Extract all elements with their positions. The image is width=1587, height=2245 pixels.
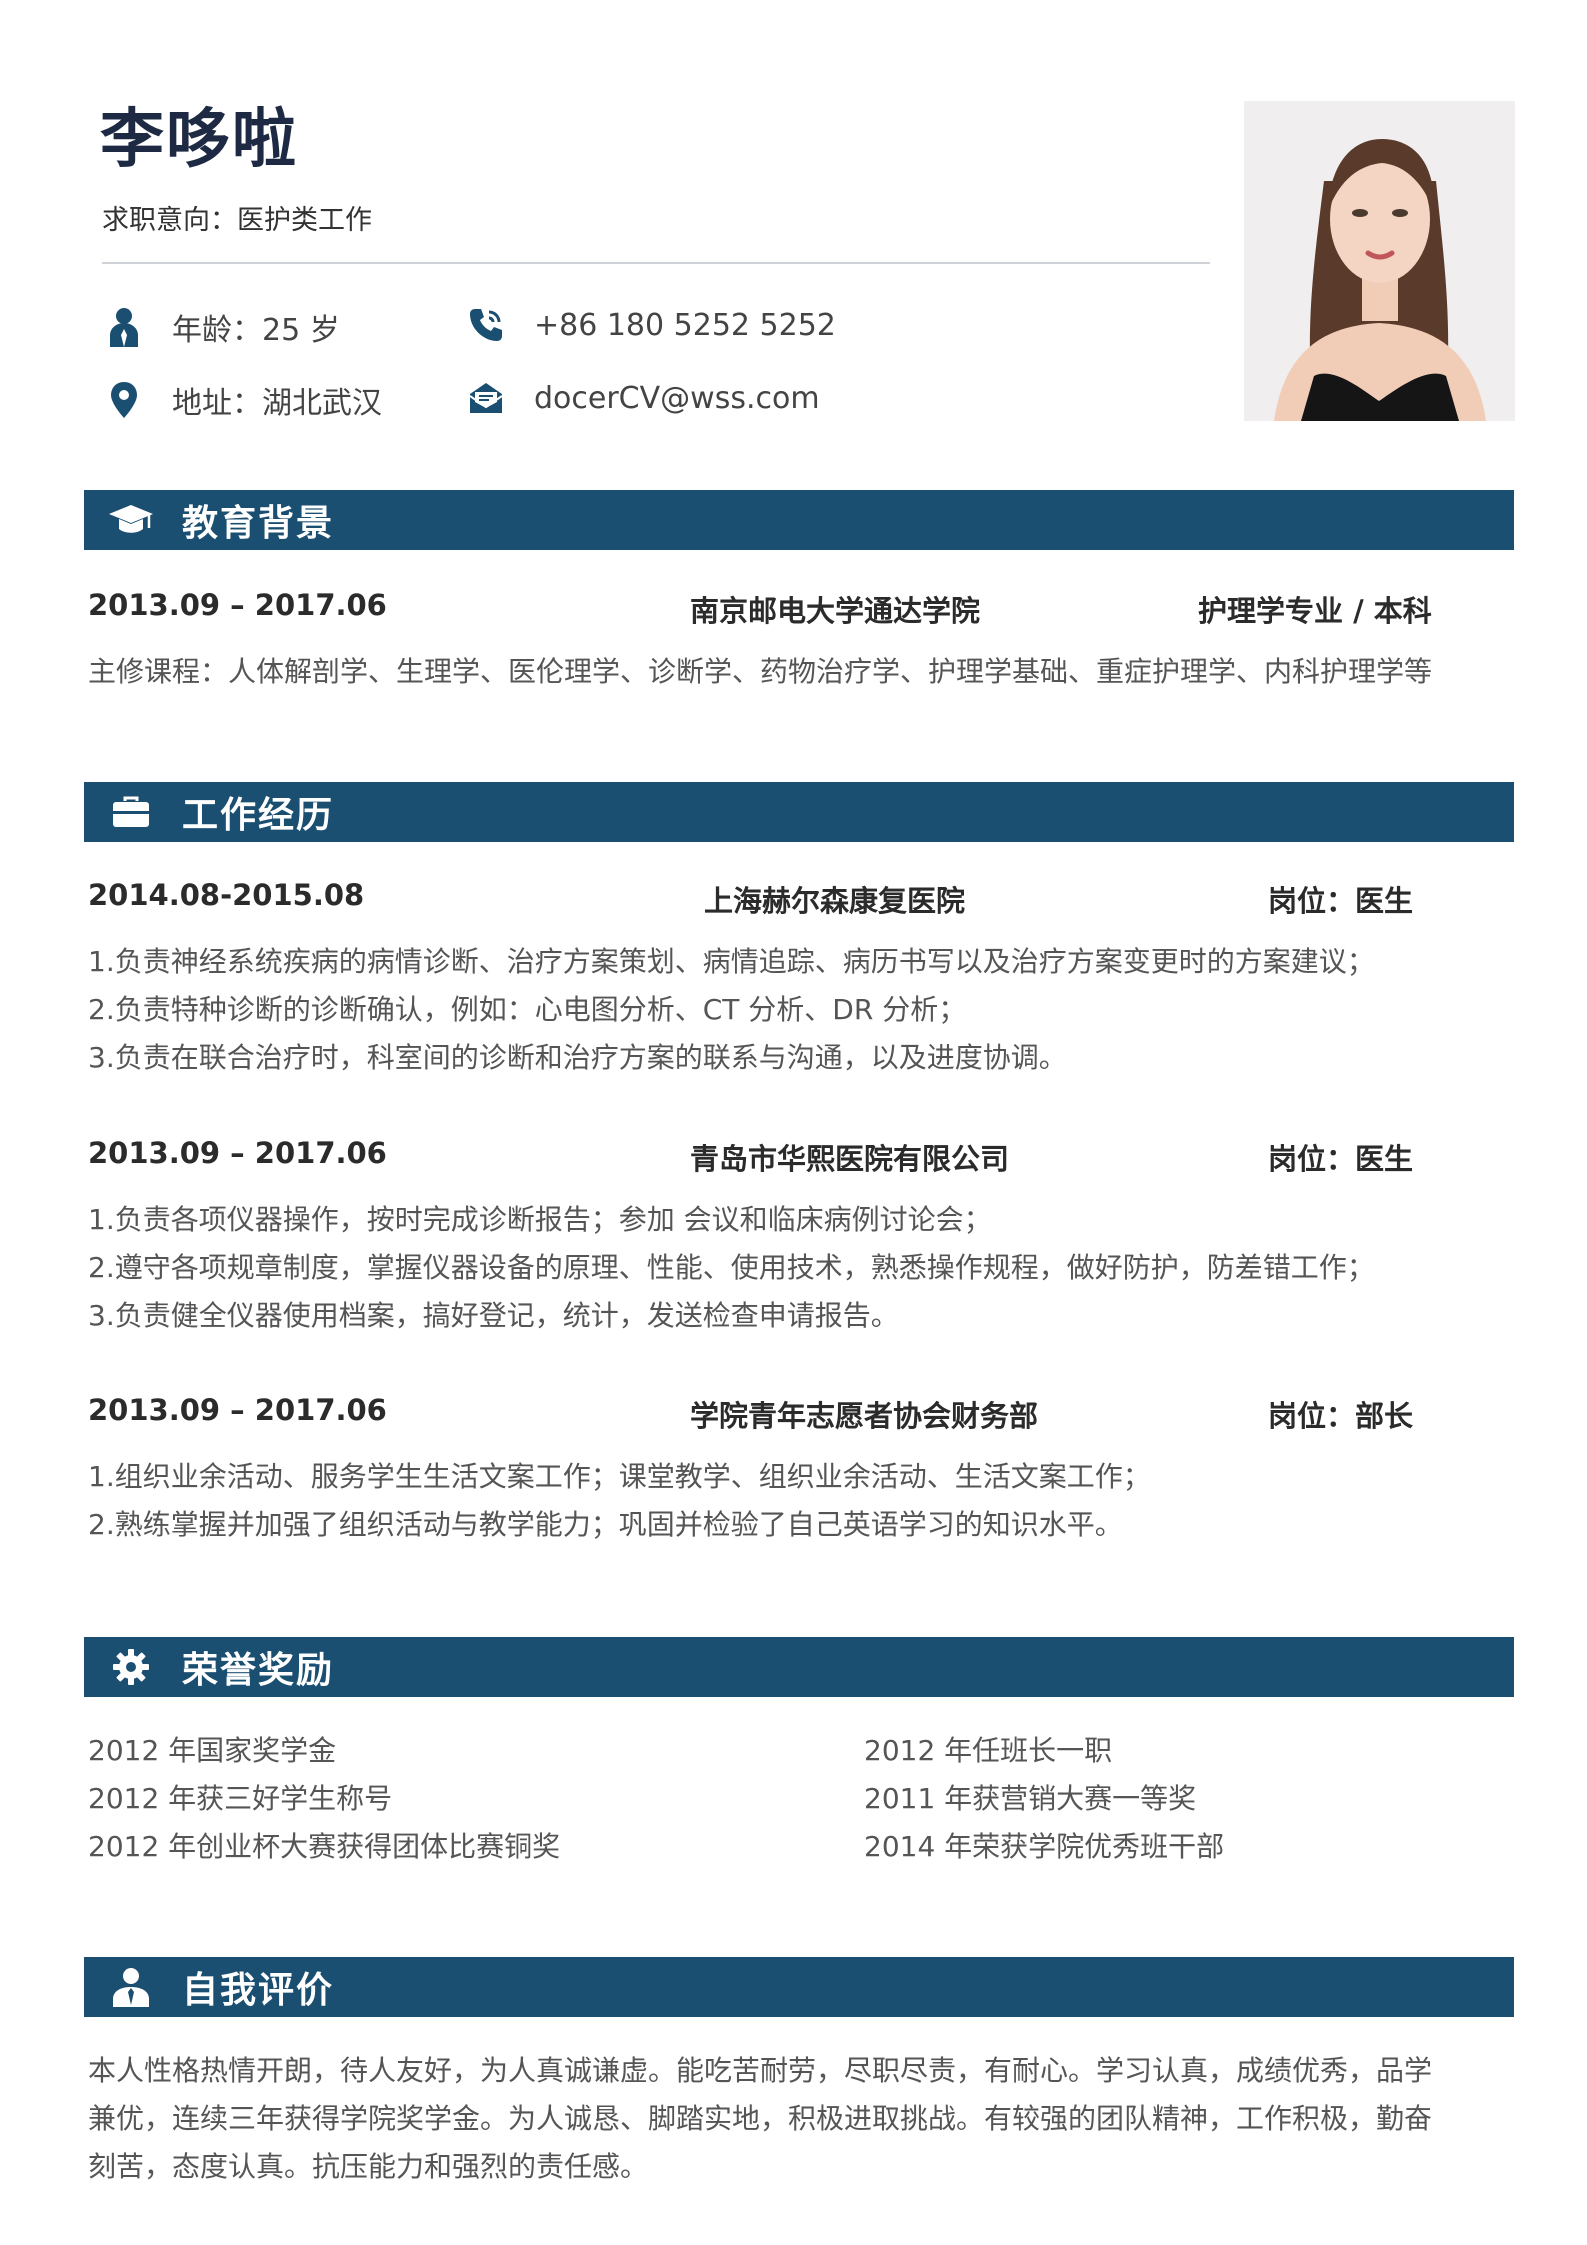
section-title: 荣誉奖励	[182, 1650, 335, 1691]
honor-item: 2012 年获三好学生称号	[88, 1782, 393, 1815]
email-row: docerCV@wss.com	[466, 378, 820, 418]
header-divider	[102, 262, 1210, 264]
honor-item: 2012 年任班长一职	[864, 1734, 1113, 1767]
work-2-duties: 1.负责各项仪器操作，按时完成诊断报告；参加 会议和临床病例讨论会； 2.遵守各…	[88, 1196, 1375, 1340]
honor-item: 2012 年创业杯大赛获得团体比赛铜奖	[88, 1830, 561, 1863]
duty-line: 3.负责健全仪器使用档案，搞好登记，统计，发送检查申请报告。	[88, 1299, 899, 1332]
phone-text: +86 180 5252 5252	[534, 307, 836, 343]
duty-line: 1.负责各项仪器操作，按时完成诊断报告；参加 会议和临床病例讨论会；	[88, 1203, 992, 1236]
duty-line: 2.遵守各项规章制度，掌握仪器设备的原理、性能、使用技术，熟悉操作规程，做好防护…	[88, 1251, 1375, 1284]
work-1-role: 岗位：医生	[1268, 884, 1414, 918]
user-tie-icon	[106, 1967, 156, 2007]
address-text: 地址：湖北武汉	[172, 386, 382, 421]
work-1-org: 上海赫尔森康复医院	[704, 884, 966, 918]
graduation-cap-icon	[106, 500, 156, 540]
section-self-evaluation: 自我评价	[84, 1957, 1514, 2017]
briefcase-icon	[106, 792, 156, 832]
section-education: 教育背景	[84, 490, 1514, 550]
phone-row: +86 180 5252 5252	[466, 305, 836, 345]
duty-line: 2.负责特种诊断的诊断确认，例如：心电图分析、CT 分析、DR 分析；	[88, 993, 967, 1026]
age-row: 年龄：25 岁	[104, 305, 340, 349]
duty-line: 3.负责在联合治疗时，科室间的诊断和治疗方案的联系与沟通，以及进度协调。	[88, 1041, 1067, 1074]
section-honors: 荣誉奖励	[84, 1637, 1514, 1697]
self-evaluation-text: 本人性格热情开朗，待人友好，为人真诚谦虚。能吃苦耐劳，尽职尽责，有耐心。学习认真…	[88, 2047, 1432, 2191]
education-period: 2013.09 – 2017.06	[88, 588, 387, 622]
work-3-duties: 1.组织业余活动、服务学生生活文案工作；课堂教学、组织业余活动、生活文案工作； …	[88, 1453, 1151, 1549]
work-3-org: 学院青年志愿者协会财务部	[690, 1399, 1039, 1433]
section-work: 工作经历	[84, 782, 1514, 842]
section-title: 工作经历	[182, 795, 335, 836]
job-intention: 求职意向：医护类工作	[102, 205, 372, 236]
work-3-role: 岗位：部长	[1268, 1399, 1414, 1433]
self-line: 刻苦，态度认真。抗压能力和强烈的责任感。	[88, 2150, 649, 2183]
resume-name: 李哆啦	[100, 103, 298, 177]
age-text: 年龄：25 岁	[172, 313, 340, 348]
profile-photo	[1244, 101, 1515, 421]
mail-icon	[466, 378, 506, 418]
honor-item: 2012 年国家奖学金	[88, 1734, 337, 1767]
email-text: docerCV@wss.com	[534, 380, 820, 416]
duty-line: 1.负责神经系统疾病的病情诊断、治疗方案策划、病情追踪、病历书写以及治疗方案变更…	[88, 945, 1375, 978]
location-pin-icon	[104, 380, 144, 420]
duty-line: 2.熟练掌握并加强了组织活动与教学能力；巩固并检验了自己英语学习的知识水平。	[88, 1508, 1123, 1541]
phone-icon	[466, 305, 506, 345]
self-line: 兼优，连续三年获得学院奖学金。为人诚恳、脚踏实地，积极进取挑战。有较强的团队精神…	[88, 2102, 1433, 2135]
duty-line: 1.组织业余活动、服务学生生活文案工作；课堂教学、组织业余活动、生活文案工作；	[88, 1460, 1151, 1493]
section-title: 教育背景	[182, 503, 335, 544]
section-title: 自我评价	[182, 1970, 335, 2011]
education-courses: 主修课程：人体解剖学、生理学、医伦理学、诊断学、药物治疗学、护理学基础、重症护理…	[88, 655, 1433, 688]
education-school: 南京邮电大学通达学院	[690, 594, 981, 628]
honor-item: 2014 年荣获学院优秀班干部	[864, 1830, 1225, 1863]
work-2-period: 2013.09 – 2017.06	[88, 1136, 387, 1170]
person-icon	[104, 307, 144, 347]
education-major: 护理学专业 / 本科	[1198, 594, 1432, 628]
honors-right-list: 2012 年任班长一职 2011 年获营销大赛一等奖 2014 年荣获学院优秀班…	[864, 1727, 1224, 1871]
work-1-period: 2014.08-2015.08	[88, 878, 365, 912]
address-row: 地址：湖北武汉	[104, 378, 382, 422]
gear-icon	[106, 1647, 156, 1687]
work-2-role: 岗位：医生	[1268, 1142, 1414, 1176]
work-2-org: 青岛市华熙医院有限公司	[690, 1142, 1010, 1176]
work-1-duties: 1.负责神经系统疾病的病情诊断、治疗方案策划、病情追踪、病历书写以及治疗方案变更…	[88, 938, 1375, 1082]
work-3-period: 2013.09 – 2017.06	[88, 1393, 387, 1427]
honors-left-list: 2012 年国家奖学金 2012 年获三好学生称号 2012 年创业杯大赛获得团…	[88, 1727, 560, 1871]
honor-item: 2011 年获营销大赛一等奖	[864, 1782, 1197, 1815]
self-line: 本人性格热情开朗，待人友好，为人真诚谦虚。能吃苦耐劳，尽职尽责，有耐心。学习认真…	[88, 2054, 1433, 2087]
